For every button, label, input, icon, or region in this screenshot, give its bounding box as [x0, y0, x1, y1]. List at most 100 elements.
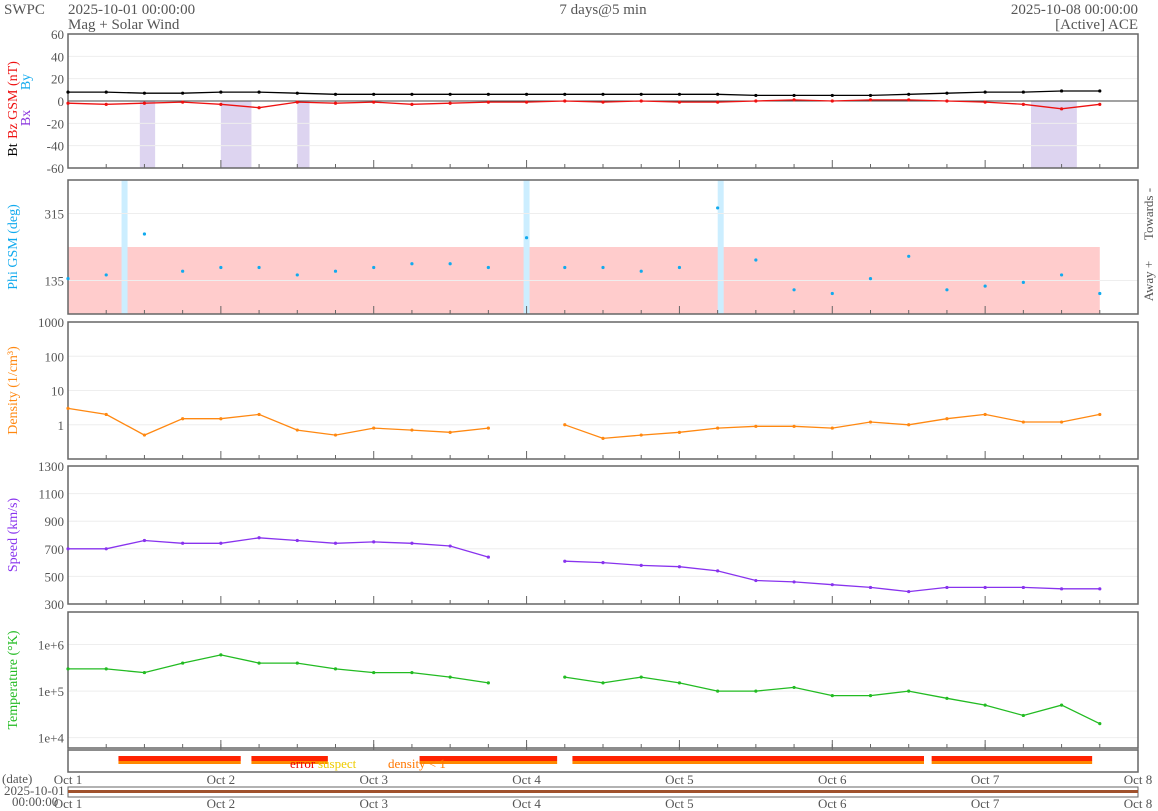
away-label: Away +	[1141, 261, 1156, 301]
y-axis-label: Phi GSM (deg)	[6, 204, 21, 290]
x-tick-label-date-bar: Oct 5	[665, 796, 694, 811]
data-point	[295, 273, 299, 277]
data-point	[601, 265, 605, 270]
y-axis-label: Bt	[6, 143, 21, 156]
data-point	[410, 262, 414, 266]
y-tick-label: 500	[45, 569, 65, 584]
panel-frame	[67, 611, 1139, 749]
legend-error: error	[290, 756, 316, 771]
y-tick-label: 40	[51, 49, 64, 64]
y-axis-label: Speed (km/s)	[6, 498, 21, 573]
date-axis-time: 00:00:00	[12, 794, 58, 809]
quality-density-mark	[931, 761, 1093, 764]
x-tick-label-date-bar: Oct 4	[512, 796, 541, 811]
start-time: 2025-10-01 00:00:00	[68, 2, 195, 18]
x-tick-label: Oct 1	[54, 772, 83, 787]
y-tick-label: 1100	[38, 487, 64, 502]
brand: SWPC	[4, 2, 45, 18]
y-axis-label: Bx	[19, 110, 34, 126]
towards-sector-band	[523, 180, 530, 314]
x-tick-label-date-bar: Oct 3	[359, 796, 388, 811]
y-axis-label: Density (1/cm³)	[6, 346, 21, 435]
y-tick-label: 1e+4	[38, 731, 65, 746]
data-point	[907, 254, 911, 258]
towards-sector-band	[121, 180, 128, 314]
x-tick-label: Oct 4	[512, 772, 541, 787]
quality-density-mark	[118, 761, 241, 764]
y-tick-label: 1e+6	[38, 638, 65, 653]
x-tick-label: Oct 5	[665, 772, 694, 787]
y-tick-label: 1	[58, 418, 65, 433]
data-point	[333, 269, 338, 273]
y-tick-label: 900	[45, 514, 65, 529]
data-point	[219, 265, 223, 270]
legend-suspect: suspect	[318, 756, 357, 771]
y-tick-label: -20	[47, 116, 64, 131]
quality-density-mark	[251, 761, 328, 764]
y-tick-label: -60	[47, 161, 64, 176]
data-point	[181, 269, 185, 273]
x-tick-label: Oct 3	[359, 772, 388, 787]
data-point	[754, 258, 758, 262]
series-line	[67, 407, 1100, 440]
y-tick-label: 1000	[38, 315, 64, 330]
quality-density-mark	[419, 761, 558, 764]
towards-label: Towards -	[1141, 188, 1156, 240]
y-tick-label: 1e+5	[38, 684, 64, 699]
data-point	[563, 559, 567, 563]
x-tick-label: Oct 7	[971, 772, 1000, 787]
y-axis-label: Temperature (°K)	[6, 630, 21, 729]
data-point	[563, 265, 567, 270]
data-point	[716, 206, 720, 210]
end-time: 2025-10-08 00:00:00	[1011, 2, 1138, 18]
y-axis-label: Bz GSM (nT)	[6, 61, 21, 139]
date-bar	[68, 790, 1138, 793]
subtitle: Mag + Solar Wind	[68, 17, 180, 33]
negative-bz-shading	[1031, 101, 1077, 168]
data-point	[448, 262, 452, 266]
source-label: [Active] ACE	[1055, 17, 1138, 33]
data-point	[524, 236, 529, 240]
quality-strip-frame	[67, 749, 1139, 773]
data-point	[1059, 273, 1064, 277]
panel-frame	[67, 33, 1139, 169]
data-point	[983, 284, 987, 288]
data-point	[1098, 291, 1102, 296]
quality-error-mark	[251, 756, 328, 761]
data-point	[792, 288, 796, 292]
quality-density-mark	[618, 761, 924, 764]
y-axis-label: By	[19, 74, 34, 90]
y-tick-label: 135	[45, 274, 65, 289]
panel-frame	[67, 321, 1139, 460]
panel-frame	[67, 179, 1139, 315]
x-tick-label-date-bar: Oct 1	[54, 796, 83, 811]
towards-sector-band	[717, 180, 724, 314]
data-point	[1021, 280, 1025, 284]
legend-density: density < 1	[388, 756, 446, 771]
data-point	[945, 288, 949, 292]
panel-frame	[67, 465, 1139, 605]
quality-error-mark	[419, 756, 558, 761]
negative-bz-shading	[297, 101, 310, 168]
quality-error-mark	[618, 756, 924, 761]
series-line	[68, 90, 1100, 97]
data-point	[372, 265, 376, 270]
y-tick-label: 60	[51, 27, 64, 42]
series-line	[68, 654, 1101, 725]
data-point	[142, 232, 147, 236]
data-point	[104, 273, 108, 277]
y-tick-label: 100	[45, 349, 65, 364]
span-label: 7 days@5 min	[559, 2, 647, 18]
y-tick-label: -40	[47, 139, 64, 154]
x-tick-label: Oct 8	[1124, 772, 1153, 787]
data-point	[257, 265, 261, 270]
x-tick-label-date-bar: Oct 2	[207, 796, 236, 811]
x-tick-label: Oct 6	[818, 772, 847, 787]
quality-error-mark	[118, 756, 241, 761]
y-tick-label: 300	[45, 597, 65, 612]
negative-bz-shading	[139, 101, 156, 168]
x-tick-label-date-bar: Oct 7	[971, 796, 1000, 811]
series-line	[68, 537, 1100, 593]
data-point	[563, 675, 567, 679]
